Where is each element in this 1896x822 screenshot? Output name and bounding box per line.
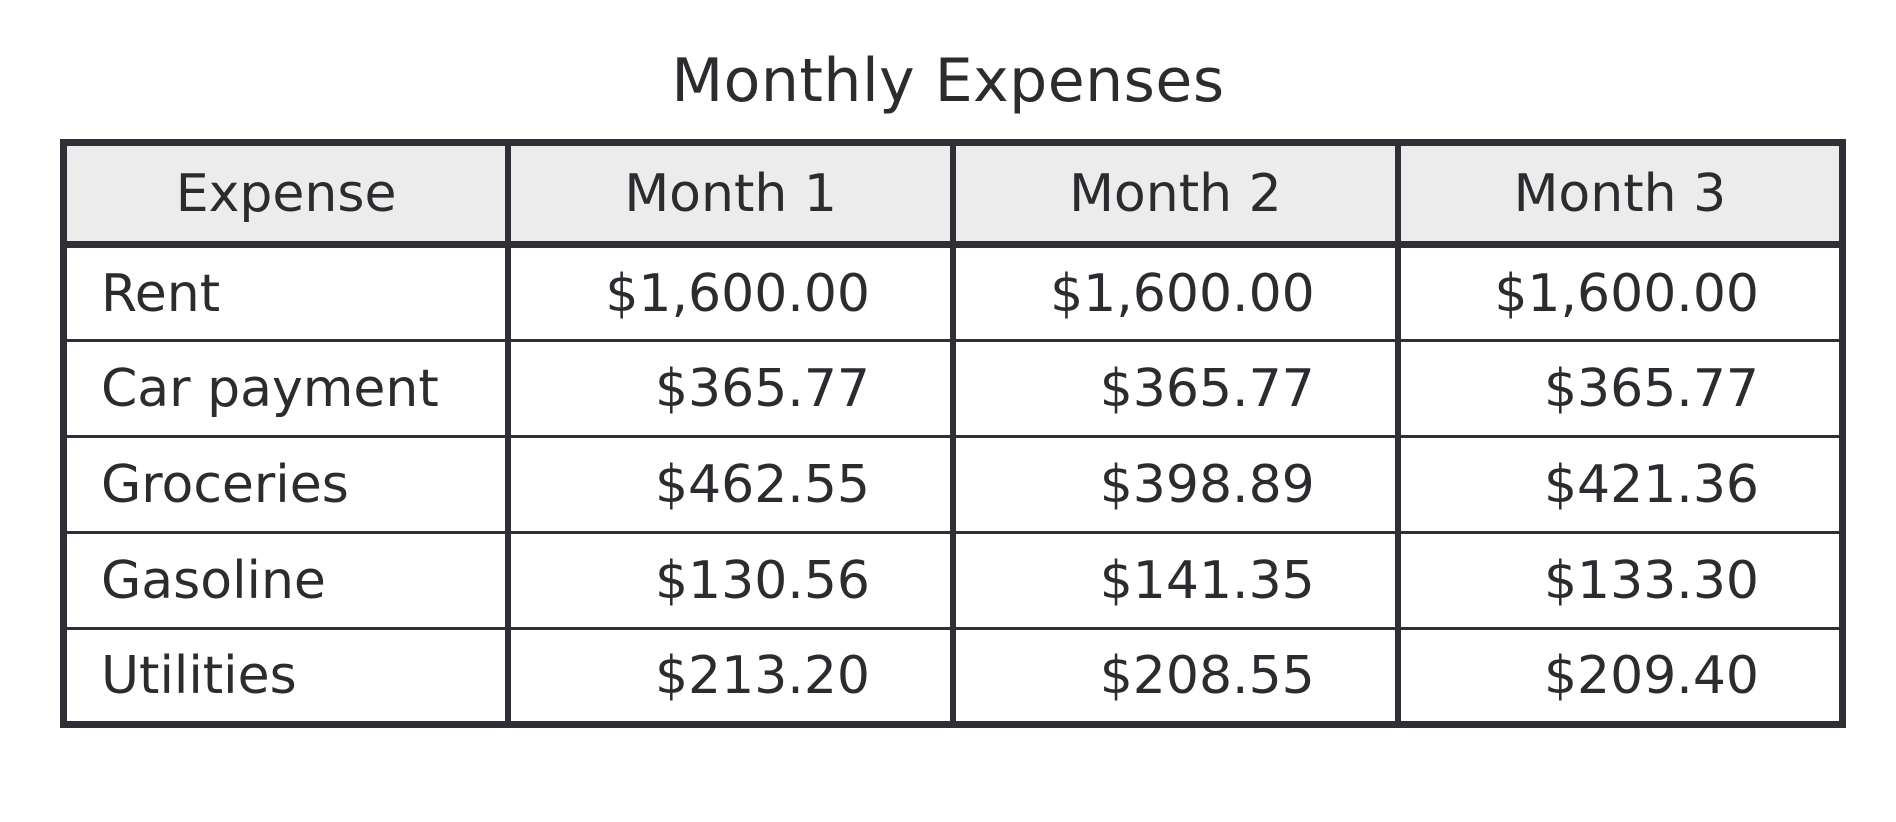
cell-month-1: $213.20 [505, 627, 956, 726]
cell-month-2: $1,600.00 [950, 243, 1401, 342]
cell-month-2: $141.35 [950, 531, 1401, 630]
cell-month-2: $365.77 [950, 339, 1401, 438]
cell-month-3: $133.30 [1394, 531, 1846, 630]
cell-month-1: $1,600.00 [505, 243, 956, 342]
cell-month-1: $462.55 [505, 435, 956, 534]
table-row: Gasoline $130.56 $141.35 $133.30 [60, 531, 1846, 630]
cell-month-1: $365.77 [505, 339, 956, 438]
row-label: Rent [60, 243, 512, 342]
row-label: Utilities [60, 627, 512, 726]
header-month-1: Month 1 [505, 141, 956, 248]
header-month-3: Month 3 [1394, 141, 1846, 248]
table-row: Car payment $365.77 $365.77 $365.77 [60, 339, 1846, 438]
table-row: Rent $1,600.00 $1,600.00 $1,600.00 [60, 243, 1846, 342]
row-label: Groceries [60, 435, 512, 534]
cell-month-2: $398.89 [950, 435, 1401, 534]
expenses-table: Expense Month 1 Month 2 Month 3 Rent $1,… [60, 139, 1846, 728]
row-label: Car payment [60, 339, 512, 438]
header-expense: Expense [60, 141, 512, 248]
table-title: Monthly Expenses [671, 46, 1225, 116]
table-row: Utilities $213.20 $208.55 $209.40 [60, 627, 1846, 726]
cell-month-1: $130.56 [505, 531, 956, 630]
header-row: Expense Month 1 Month 2 Month 3 [60, 141, 1846, 248]
table-row: Groceries $462.55 $398.89 $421.36 [60, 435, 1846, 534]
cell-month-3: $209.40 [1394, 627, 1846, 726]
cell-month-3: $1,600.00 [1394, 243, 1846, 342]
cell-month-3: $365.77 [1394, 339, 1846, 438]
cell-month-3: $421.36 [1394, 435, 1846, 534]
cell-month-2: $208.55 [950, 627, 1401, 726]
header-month-2: Month 2 [950, 141, 1401, 248]
row-label: Gasoline [60, 531, 512, 630]
